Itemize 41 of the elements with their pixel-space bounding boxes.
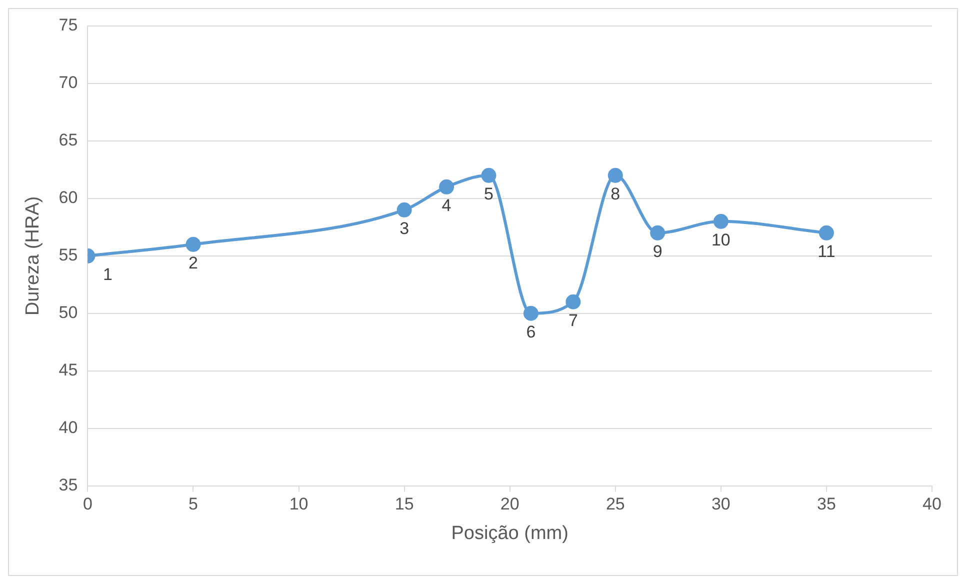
point xyxy=(713,214,728,229)
x-tick-label: 40 xyxy=(922,494,942,514)
x-tick-label: 0 xyxy=(82,494,92,514)
point xyxy=(439,179,454,194)
y-tick-label: 50 xyxy=(58,303,78,322)
x-tick-label: 25 xyxy=(606,494,625,514)
annotation: 2 xyxy=(188,254,198,273)
point xyxy=(818,225,834,240)
point xyxy=(650,225,666,240)
x-axis-title: Posição (mm) xyxy=(451,522,568,544)
annotation: 5 xyxy=(484,184,494,204)
point xyxy=(608,168,623,183)
x-tick-label: 5 xyxy=(188,494,198,514)
x-tick-label: 35 xyxy=(817,494,836,514)
y-axis-title: Dureza (HRA) xyxy=(22,196,44,316)
y-tick-label: 45 xyxy=(58,360,78,380)
annotation: 10 xyxy=(711,230,730,250)
y-tick-label: 70 xyxy=(58,73,78,92)
point xyxy=(481,168,496,183)
point xyxy=(186,236,201,252)
y-tick-label: 40 xyxy=(58,418,78,438)
annotation: 3 xyxy=(400,219,410,238)
annotation: 6 xyxy=(526,322,536,342)
annotation: 4 xyxy=(442,196,452,216)
x-tick-label: 20 xyxy=(500,494,520,514)
y-tick-label: 60 xyxy=(58,188,78,208)
x-tick-label: 15 xyxy=(394,494,414,514)
y-tick-label: 55 xyxy=(58,246,78,265)
x-tick-label: 30 xyxy=(711,494,730,514)
annotation: 1 xyxy=(102,265,112,284)
y-tick-label: 65 xyxy=(58,130,78,150)
annotation: 8 xyxy=(610,184,620,204)
point xyxy=(396,202,412,218)
x-tick-label: 10 xyxy=(289,494,308,514)
annotation: 11 xyxy=(818,242,836,262)
annotation: 7 xyxy=(568,311,578,330)
point xyxy=(566,294,581,310)
y-tick-label: 35 xyxy=(58,475,78,494)
y-tick-label: 75 xyxy=(58,16,78,35)
point xyxy=(523,306,538,321)
annotation: 9 xyxy=(652,242,662,262)
